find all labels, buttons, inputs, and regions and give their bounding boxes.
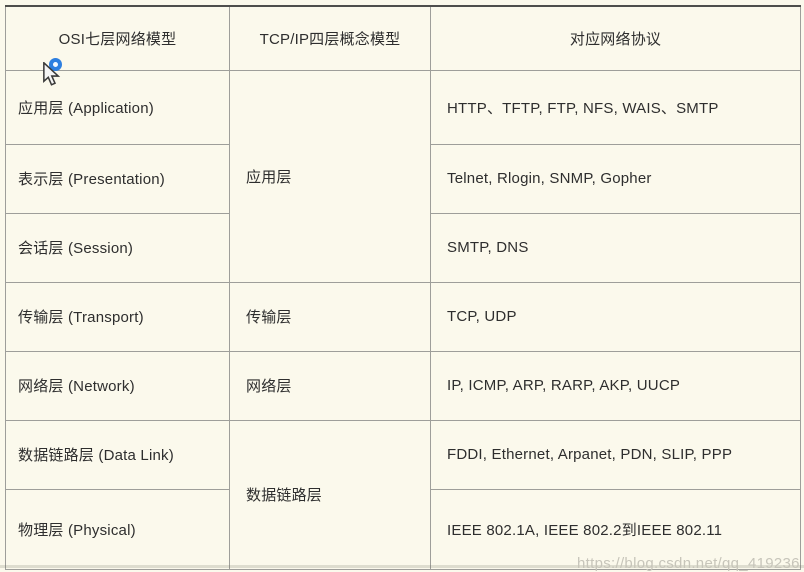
table-row-presentation: 表示层 (Presentation) Telnet, Rlogin, SNMP,… [5, 143, 801, 214]
network-model-table: OSI七层网络模型 TCP/IP四层概念模型 对应网络协议 应用层 (Appli… [5, 5, 801, 570]
protocols-network: IP, ICMP, ARP, RARP, AKP, UUCP [430, 350, 801, 421]
table-row-physical: 物理层 (Physical) IEEE 802.1A, IEEE 802.2到I… [5, 488, 801, 570]
watermark: https://blog.csdn.net/qq_419236 [577, 555, 800, 572]
table-header-row: OSI七层网络模型 TCP/IP四层概念模型 对应网络协议 [5, 5, 801, 71]
table-row-network: 网络层 (Network) 网络层 IP, ICMP, ARP, RARP, A… [5, 350, 801, 421]
tcpip-layer-application: 应用层 [229, 69, 431, 283]
protocols-application: HTTP、TFTP, FTP, NFS, WAIS、SMTP [430, 69, 801, 145]
bottom-edge-shadow [0, 565, 804, 568]
header-protocols: 对应网络协议 [430, 5, 801, 71]
table-row-transport: 传输层 (Transport) 传输层 TCP, UDP [5, 281, 801, 352]
osi-layer-datalink: 数据链路层 (Data Link) [5, 419, 230, 490]
header-tcpip-model: TCP/IP四层概念模型 [229, 5, 431, 71]
osi-layer-network: 网络层 (Network) [5, 350, 230, 421]
table-row-application: 应用层 (Application) 应用层 HTTP、TFTP, FTP, NF… [5, 69, 801, 283]
table-row-datalink: 数据链路层 (Data Link) 数据链路层 FDDI, Ethernet, … [5, 419, 801, 570]
table-row-session: 会话层 (Session) SMTP, DNS [5, 212, 801, 283]
protocols-datalink: FDDI, Ethernet, Arpanet, PDN, SLIP, PPP [430, 419, 801, 490]
header-osi-model: OSI七层网络模型 [5, 5, 230, 71]
protocols-physical: IEEE 802.1A, IEEE 802.2到IEEE 802.11 [430, 488, 801, 570]
protocols-session: SMTP, DNS [430, 212, 801, 283]
tcpip-layer-datalink: 数据链路层 [229, 419, 431, 570]
tcpip-layer-network: 网络层 [229, 350, 431, 421]
osi-layer-transport: 传输层 (Transport) [5, 281, 230, 352]
protocols-transport: TCP, UDP [430, 281, 801, 352]
osi-layer-session: 会话层 (Session) [5, 212, 230, 283]
osi-layer-physical: 物理层 (Physical) [5, 488, 230, 570]
osi-layer-presentation: 表示层 (Presentation) [5, 143, 230, 214]
osi-layer-application: 应用层 (Application) [5, 69, 230, 145]
tcpip-layer-transport: 传输层 [229, 281, 431, 352]
protocols-presentation: Telnet, Rlogin, SNMP, Gopher [430, 143, 801, 214]
